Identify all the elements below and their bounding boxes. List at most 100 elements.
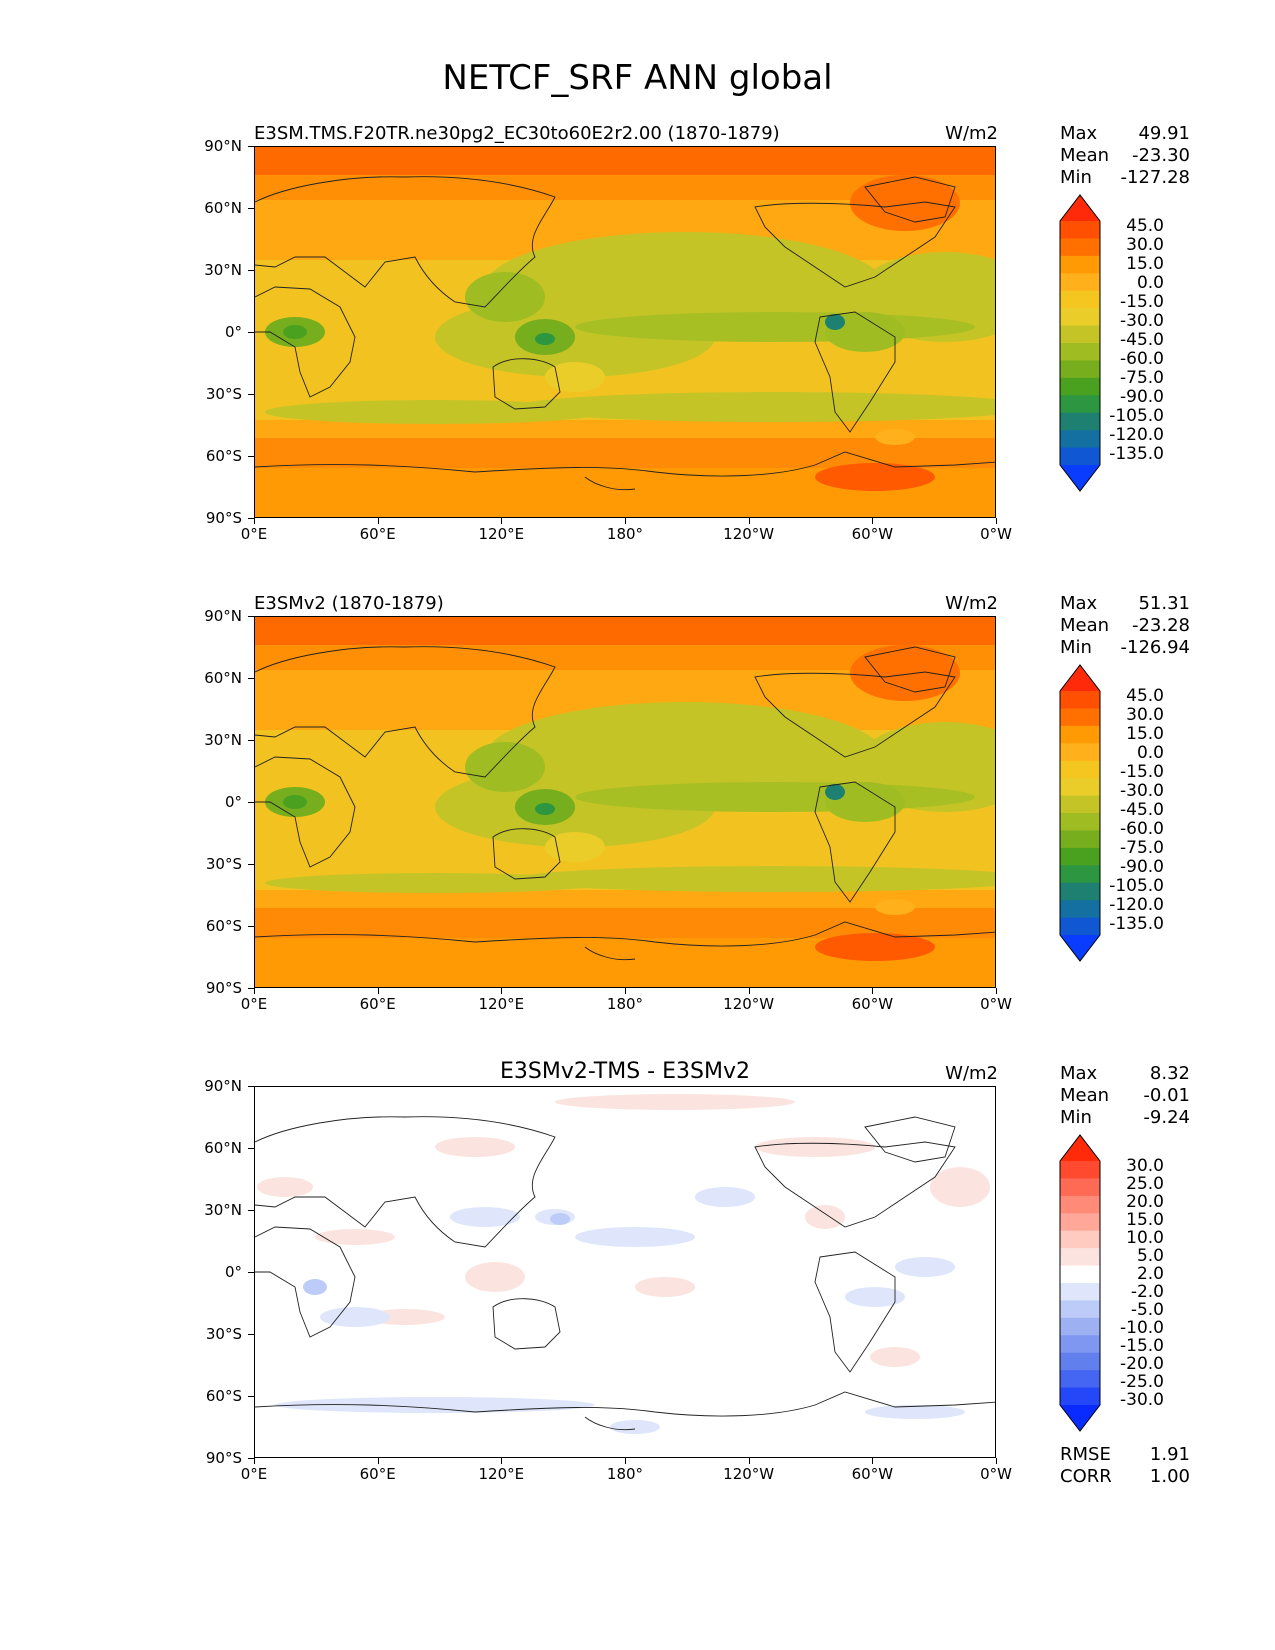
lat-tick-mark: [248, 1148, 254, 1149]
lon-tick-mark: [996, 988, 997, 994]
colorbar-segment: [1060, 273, 1100, 292]
colorbar-segment: [1060, 255, 1100, 274]
lat-tick-mark: [248, 332, 254, 333]
lat-tick-mark: [248, 1334, 254, 1335]
map-difference: [254, 1086, 996, 1458]
lon-tick-mark: [501, 988, 503, 994]
colorbar-segment: [1060, 708, 1100, 727]
colorbar-tick-label: -30.0: [1120, 781, 1164, 801]
lat-tick-label: 60°S: [205, 447, 242, 465]
colorbar-segment: [1060, 813, 1100, 831]
colorbar-tick-label: -90.0: [1120, 387, 1164, 407]
units-label: W/m2: [945, 1063, 998, 1084]
map-reference: [254, 616, 996, 988]
lat-tick-mark: [248, 208, 254, 209]
colorbar-segment: [1060, 1195, 1100, 1214]
colorbar-tick-label: 10.0: [1126, 1228, 1164, 1248]
colorbar-segment: [1060, 238, 1100, 257]
lat-tick-mark: [248, 616, 254, 617]
colorbar-tick-label: -45.0: [1120, 800, 1164, 820]
lon-tick-label: 0°E: [240, 525, 268, 543]
lon-tick-label: 60°W: [851, 525, 894, 543]
colorbar-segment: [1060, 900, 1100, 919]
panel-test: E3SM.TMS.F20TR.ne30pg2_EC30to60E2r2.00 (…: [0, 123, 1275, 563]
colorbar-segment: [1060, 325, 1100, 344]
colorbar-tick-label: 30.0: [1126, 235, 1164, 255]
lat-tick-mark: [248, 270, 254, 271]
lon-tick-mark: [254, 518, 255, 524]
lat-tick-mark: [248, 1210, 254, 1211]
colorbar-tick-label: 0.0: [1136, 743, 1164, 763]
rmse-label: RMSE: [1060, 1444, 1111, 1465]
lon-tick-label: 120°W: [723, 525, 775, 543]
colorbar-tick-label: -25.0: [1120, 1372, 1164, 1392]
lat-tick-mark: [248, 1272, 254, 1273]
stat-mean: -0.01: [1143, 1085, 1190, 1106]
colorbar-segment: [1060, 430, 1100, 449]
stat-max: 8.32: [1149, 1063, 1190, 1084]
colorbar-segment: [1060, 1213, 1100, 1232]
colorbar-segment: [1060, 795, 1100, 814]
stat-label: Min: [1060, 1107, 1092, 1128]
panel-title: E3SMv2 (1870-1879): [254, 593, 444, 614]
lon-tick-mark: [501, 1458, 503, 1464]
stat-label: Mean: [1060, 1085, 1110, 1106]
colorbar-extend-bottom: [1060, 465, 1100, 491]
colorbar-tick-label: 15.0: [1126, 724, 1164, 744]
lon-tick-mark: [872, 1458, 874, 1464]
colorbar-tick-label: -45.0: [1120, 330, 1164, 350]
stat-min: -126.94: [1120, 637, 1190, 658]
colorbar: [1059, 664, 1101, 962]
colorbar-tick-label: -10.0: [1120, 1318, 1164, 1338]
colorbar: [1059, 194, 1101, 492]
lat-tick-label: 30°S: [205, 385, 242, 403]
lat-tick-mark: [248, 926, 254, 927]
lat-tick-mark: [248, 146, 254, 147]
colorbar-segment: [1060, 1283, 1100, 1301]
lon-tick-label: 60°W: [851, 1465, 894, 1483]
lat-tick-label: 0°: [224, 1263, 242, 1281]
lon-tick-label: 120°E: [478, 1465, 525, 1483]
lat-tick-label: 30°N: [204, 261, 242, 279]
lon-tick-mark: [625, 1458, 626, 1464]
lat-tick-label: 30°N: [204, 731, 242, 749]
panel-reference: E3SMv2 (1870-1879) W/m2: [0, 593, 1275, 1033]
lon-tick-label: 120°E: [478, 525, 525, 543]
colorbar-segment: [1060, 1248, 1100, 1267]
map-test: [254, 146, 996, 518]
stat-label: Mean: [1060, 615, 1110, 636]
colorbar-extend-top: [1060, 1135, 1100, 1161]
lat-tick-mark: [248, 456, 254, 457]
colorbar-tick-label: -30.0: [1120, 311, 1164, 331]
lon-tick-label: 60°E: [359, 995, 396, 1013]
colorbar-tick-label: 25.0: [1126, 1174, 1164, 1194]
colorbar-tick-label: -135.0: [1109, 914, 1164, 934]
stats-block: Max 8.32 Mean -0.01 Min -9.24: [1060, 1063, 1190, 1129]
lat-tick-label: 90°S: [205, 509, 242, 527]
colorbar-outline: [1059, 664, 1101, 962]
corr-value: 1.00: [1149, 1466, 1190, 1487]
lon-tick-mark: [254, 1458, 255, 1464]
stat-max: 49.91: [1138, 123, 1190, 144]
lon-tick-mark: [748, 518, 750, 524]
colorbar-segment: [1060, 1317, 1100, 1336]
stat-min: -9.24: [1143, 1107, 1190, 1128]
stat-mean: -23.30: [1131, 145, 1190, 166]
lon-tick-label: 0°W: [980, 1465, 1012, 1483]
colorbar-segment: [1060, 743, 1100, 762]
colorbar-segment: [1060, 1265, 1100, 1284]
stat-min: -127.28: [1120, 167, 1190, 188]
lon-tick-mark: [377, 518, 379, 524]
lon-tick-label: 0°W: [980, 995, 1012, 1013]
lat-tick-label: 60°S: [205, 1387, 242, 1405]
lat-tick-label: 0°: [224, 793, 242, 811]
stat-label: Min: [1060, 167, 1092, 188]
colorbar-extend-top: [1060, 665, 1100, 691]
lat-tick-label: 30°N: [204, 1201, 242, 1219]
lat-tick-mark: [248, 864, 254, 865]
colorbar-tick-label: -60.0: [1120, 349, 1164, 369]
colorbar-extend-bottom: [1060, 1405, 1100, 1431]
colorbar-segment: [1060, 447, 1100, 466]
colorbar-tick-label: 5.0: [1136, 1246, 1164, 1266]
colorbar-segment: [1060, 917, 1100, 936]
